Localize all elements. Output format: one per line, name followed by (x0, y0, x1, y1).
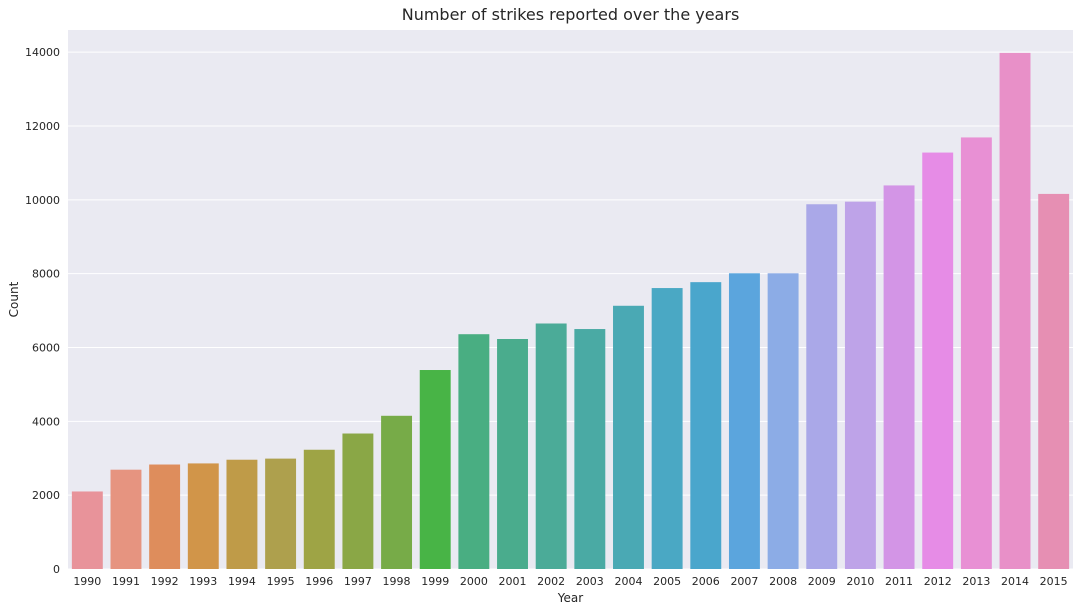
x-tick-label: 2012 (924, 575, 952, 588)
y-tick-label: 8000 (32, 268, 60, 281)
bar-1993 (187, 463, 219, 569)
bar-2009 (806, 204, 838, 569)
x-tick-label: 2002 (537, 575, 565, 588)
x-tick-label: 2004 (614, 575, 642, 588)
x-tick-labels: 1990 1991 1992 1993 1994 1995 1996 1997 1998 1999… (73, 575, 1067, 588)
bar-2005 (651, 288, 683, 569)
bar-1994 (226, 459, 258, 569)
bar-1995 (265, 458, 297, 569)
y-axis-title: Count (7, 281, 21, 317)
bar-2003 (574, 329, 606, 569)
x-tick-label: 1998 (383, 575, 411, 588)
bar-2013 (960, 137, 992, 569)
x-tick-label: 2013 (962, 575, 990, 588)
bar-2001 (497, 339, 528, 569)
x-tick-label: 2005 (653, 575, 681, 588)
x-tick-label: 2010 (846, 575, 874, 588)
bar-1997 (342, 433, 374, 569)
x-tick-label: 2007 (730, 575, 758, 588)
x-tick-label: 2006 (692, 575, 720, 588)
bar-1998 (381, 415, 413, 569)
bar-2007 (728, 273, 760, 569)
bar-2002 (535, 323, 567, 569)
bar-2006 (690, 282, 722, 569)
bar-1991 (110, 469, 142, 569)
bars (71, 52, 1070, 570)
bar-2015 (1038, 193, 1070, 569)
x-axis-title: Year (557, 591, 583, 605)
y-tick-label: 4000 (32, 415, 60, 428)
bar-2008 (767, 273, 799, 569)
x-tick-label: 2015 (1040, 575, 1068, 588)
x-tick-label: 2011 (885, 575, 913, 588)
bar-1990 (71, 491, 103, 569)
y-tick-label: 14000 (25, 46, 60, 59)
bar-2000 (458, 334, 490, 569)
y-tick-label: 2000 (32, 489, 60, 502)
bar-1999 (419, 370, 451, 569)
x-tick-label: 2003 (576, 575, 604, 588)
x-tick-label: 1992 (151, 575, 179, 588)
x-tick-label: 1999 (421, 575, 449, 588)
x-tick-label: 1994 (228, 575, 256, 588)
y-tick-label: 10000 (25, 194, 60, 207)
bar-1996 (303, 449, 335, 569)
chart-title: Number of strikes reported over the year… (402, 5, 740, 24)
x-tick-label: 1990 (73, 575, 101, 588)
bar-2010 (844, 201, 876, 570)
y-tick-label: 12000 (25, 120, 60, 133)
x-tick-label: 1995 (267, 575, 295, 588)
y-tick-label: 6000 (32, 341, 60, 354)
x-tick-label: 2014 (1001, 575, 1029, 588)
bar-2014 (999, 52, 1031, 570)
x-tick-label: 2008 (769, 575, 797, 588)
x-tick-label: 1997 (344, 575, 372, 588)
y-tick-labels: 0 2000 4000 6000 8000 10000 12000 14000 (25, 46, 60, 576)
x-tick-label: 1991 (112, 575, 140, 588)
y-tick-label: 0 (53, 563, 60, 576)
x-tick-label: 1996 (305, 575, 333, 588)
x-tick-label: 2009 (808, 575, 836, 588)
x-tick-label: 2001 (499, 575, 527, 588)
x-tick-label: 1993 (189, 575, 217, 588)
bar-2012 (922, 152, 954, 569)
bar-2011 (883, 185, 915, 570)
bar-1992 (149, 464, 181, 569)
bar-2004 (613, 305, 644, 569)
x-tick-label: 2000 (460, 575, 488, 588)
